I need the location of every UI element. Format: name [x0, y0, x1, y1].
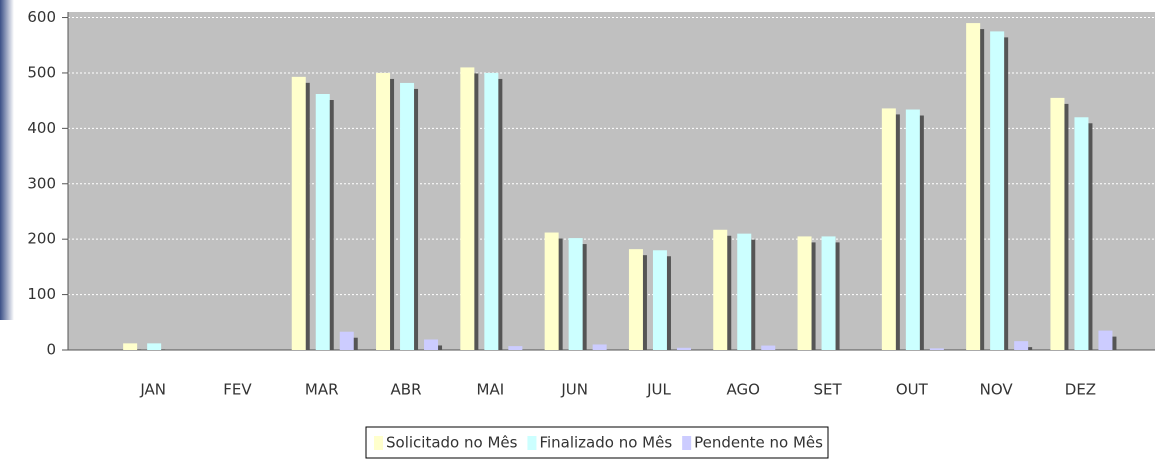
y-tick-label: 0	[46, 341, 56, 359]
x-tick-label: JAN	[139, 381, 166, 399]
legend-label: Solicitado no Mês	[386, 434, 518, 452]
bar	[676, 347, 691, 350]
x-tick-label: JUL	[646, 381, 671, 399]
bar	[881, 108, 896, 350]
y-tick-label: 600	[27, 8, 56, 26]
x-tick-label: ABR	[391, 381, 422, 399]
window-edge	[0, 0, 14, 320]
y-tick-label: 300	[27, 174, 56, 192]
x-tick-label: SET	[813, 381, 842, 399]
x-tick-label: AGO	[727, 381, 760, 399]
bar	[376, 72, 391, 351]
bar	[628, 249, 643, 350]
legend-swatch	[682, 436, 692, 450]
bar	[990, 31, 1005, 351]
bar	[484, 72, 499, 351]
y-tick-label: 500	[27, 63, 56, 81]
y-tick-label: 200	[27, 230, 56, 248]
bar	[592, 344, 607, 350]
x-tick-label: FEV	[223, 381, 252, 399]
x-tick-label: NOV	[980, 381, 1014, 399]
bar	[339, 331, 354, 350]
bar	[460, 67, 475, 350]
x-tick-label: JUN	[560, 381, 588, 399]
bar	[147, 343, 162, 350]
x-tick-label: OUT	[896, 381, 929, 399]
bar	[508, 346, 523, 350]
bar	[568, 238, 583, 350]
bar	[929, 348, 944, 350]
bar	[1050, 97, 1065, 350]
y-tick-label: 400	[27, 119, 56, 137]
bar	[1098, 330, 1113, 350]
x-tick-label: MAR	[305, 381, 339, 399]
legend-swatch	[527, 436, 537, 450]
bar	[123, 343, 138, 350]
x-tick-label: DEZ	[1065, 381, 1096, 399]
bar	[652, 250, 667, 350]
bar	[544, 232, 559, 350]
legend-swatch	[374, 436, 383, 450]
legend: Solicitado no Mês Finalizado no Mês Penden…	[365, 426, 829, 459]
bar	[821, 236, 836, 350]
bar	[291, 76, 306, 351]
bar	[713, 229, 728, 350]
x-tick-label: MAI	[477, 381, 505, 399]
bar	[315, 94, 330, 350]
bar	[400, 82, 415, 350]
legend-label: Pendente no Mês	[694, 434, 823, 452]
bar	[1014, 341, 1029, 350]
bar	[424, 339, 439, 350]
bar	[905, 109, 920, 351]
bar	[966, 23, 981, 350]
bar	[761, 345, 776, 350]
y-tick-label: 100	[27, 285, 56, 303]
bar	[737, 233, 752, 350]
legend-label: Finalizado no Mês	[539, 434, 672, 452]
bar	[1074, 117, 1089, 350]
legend-box	[365, 426, 829, 459]
bar	[797, 236, 812, 350]
